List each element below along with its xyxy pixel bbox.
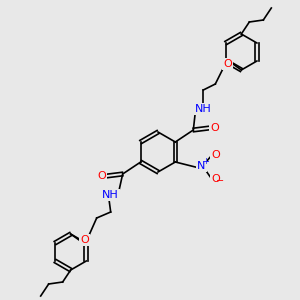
Text: O: O — [80, 235, 89, 245]
Text: −: − — [216, 176, 224, 186]
Text: O: O — [223, 59, 232, 69]
Text: O: O — [210, 123, 219, 133]
Text: O: O — [211, 174, 220, 184]
Text: O: O — [211, 150, 220, 160]
Text: NH: NH — [102, 190, 119, 200]
Text: NH: NH — [195, 104, 212, 114]
Text: N: N — [197, 161, 206, 171]
Text: O: O — [97, 171, 106, 181]
Text: +: + — [202, 158, 209, 166]
